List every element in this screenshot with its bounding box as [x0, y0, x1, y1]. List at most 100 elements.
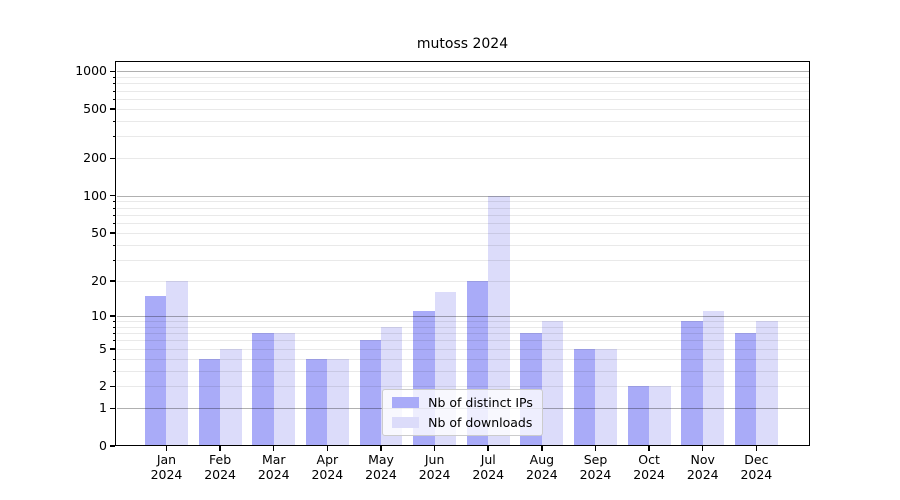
bar-distinct-ips	[305, 358, 328, 445]
legend-row: Nb of distinct IPs	[392, 395, 533, 410]
bar-distinct-ips	[627, 386, 650, 445]
y-tick-label: 0	[99, 438, 107, 453]
y-tick-label: 5	[99, 340, 107, 356]
bar-downloads	[541, 321, 564, 445]
x-tick-year: 2024	[418, 467, 451, 482]
y-tick-mark	[110, 70, 115, 73]
gridline-minor	[116, 340, 809, 342]
y-minor-tick-mark	[112, 340, 115, 342]
legend-swatch	[392, 397, 420, 408]
y-minor-tick-mark	[112, 259, 115, 261]
y-minor-tick-mark	[112, 333, 115, 335]
x-tick-mark	[487, 446, 489, 451]
x-tick-mark	[594, 446, 597, 451]
legend-label: Nb of distinct IPs	[428, 395, 533, 410]
y-tick-label: 1	[99, 400, 107, 416]
y-minor-tick-mark	[112, 98, 115, 100]
x-tick-mark	[701, 446, 704, 451]
x-tick-label: Sep 2024	[563, 452, 627, 482]
gridline-minor	[116, 214, 809, 216]
y-minor-tick-mark	[112, 223, 115, 225]
gridline-minor	[116, 77, 809, 79]
x-tick-year: 2024	[365, 467, 397, 482]
y-tick-label: 50	[91, 224, 107, 240]
x-tick-mark	[648, 446, 650, 451]
x-tick-label: Aug 2024	[510, 452, 574, 482]
x-tick-mark	[219, 446, 221, 451]
gridline-minor	[116, 326, 809, 328]
gridline-minor	[116, 358, 809, 360]
y-tick-mark	[110, 407, 115, 410]
y-tick-mark	[110, 315, 115, 317]
y-tick-label: 200	[83, 150, 107, 166]
x-tick-year: 2024	[257, 467, 290, 482]
legend-label: Nb of downloads	[428, 415, 533, 430]
y-minor-tick-mark	[112, 201, 115, 203]
gridline-minor	[116, 223, 809, 225]
y-tick-label: 2	[99, 378, 107, 394]
y-minor-tick-mark	[112, 77, 115, 79]
legend-swatch	[392, 417, 420, 428]
gridline-major	[116, 71, 809, 73]
x-tick-label: May 2024	[349, 452, 413, 482]
y-tick-mark	[110, 445, 115, 447]
y-minor-tick-mark	[112, 348, 115, 350]
y-minor-tick-mark	[112, 108, 115, 110]
gridline-minor	[116, 370, 809, 372]
bar-distinct-ips	[681, 321, 703, 445]
legend-wrap: Nb of distinct IPs Nb of downloads	[115, 389, 810, 436]
x-tick-month: Sep	[583, 452, 608, 467]
gridline-major	[116, 315, 809, 317]
y-tick-label: 1000	[75, 63, 107, 79]
gridline-minor	[116, 232, 809, 234]
x-tick-month: Jan	[156, 452, 177, 467]
gridline-minor	[116, 244, 809, 246]
gridline-minor	[116, 280, 809, 282]
x-tick-year: 2024	[525, 467, 558, 482]
y-minor-tick-mark	[112, 136, 115, 138]
x-tick-month: Nov	[690, 452, 715, 467]
chart-title: mutoss 2024	[416, 36, 509, 52]
x-tick-year: 2024	[150, 467, 183, 482]
gridline-minor	[116, 120, 809, 122]
bar-distinct-ips	[252, 333, 274, 445]
x-tick-month: Feb	[209, 452, 232, 467]
x-tick-label: Nov 2024	[671, 452, 735, 482]
y-minor-tick-mark	[112, 90, 115, 92]
y-minor-tick-mark	[112, 232, 115, 234]
x-tick-label: Apr 2024	[295, 452, 359, 482]
legend-row: Nb of downloads	[392, 415, 533, 430]
x-tick-mark	[380, 446, 382, 451]
x-tick-year: 2024	[579, 467, 612, 482]
x-tick-label: Feb 2024	[188, 452, 252, 482]
y-tick-label: 10	[91, 307, 107, 323]
x-tick-month: Jun	[424, 452, 445, 467]
gridline-minor	[116, 136, 809, 138]
x-tick-month: Jul	[480, 452, 496, 467]
y-minor-tick-mark	[112, 83, 115, 85]
x-tick-year: 2024	[740, 467, 773, 482]
y-tick-label: 100	[83, 187, 107, 203]
x-tick-year: 2024	[633, 467, 666, 482]
x-tick-month: Apr	[316, 452, 339, 467]
x-tick-month: Oct	[638, 452, 660, 467]
x-tick-mark	[272, 446, 275, 451]
bar-downloads	[220, 348, 242, 445]
gridline-major	[116, 195, 809, 197]
x-tick-month: May	[368, 452, 394, 467]
y-minor-tick-mark	[112, 214, 115, 216]
x-tick-label: Jul 2024	[456, 452, 520, 482]
x-tick-mark	[541, 446, 543, 451]
gridline-minor	[116, 321, 809, 323]
x-tick-mark	[165, 446, 168, 451]
gridline-minor	[116, 98, 809, 100]
y-minor-tick-mark	[112, 321, 115, 323]
x-tick-mark	[755, 446, 758, 451]
x-tick-year: 2024	[311, 467, 344, 482]
x-tick-year: 2024	[472, 467, 505, 482]
gridline-minor	[116, 201, 809, 203]
y-minor-tick-mark	[112, 326, 115, 328]
bar-downloads	[595, 348, 617, 445]
gridline-minor	[116, 333, 809, 335]
